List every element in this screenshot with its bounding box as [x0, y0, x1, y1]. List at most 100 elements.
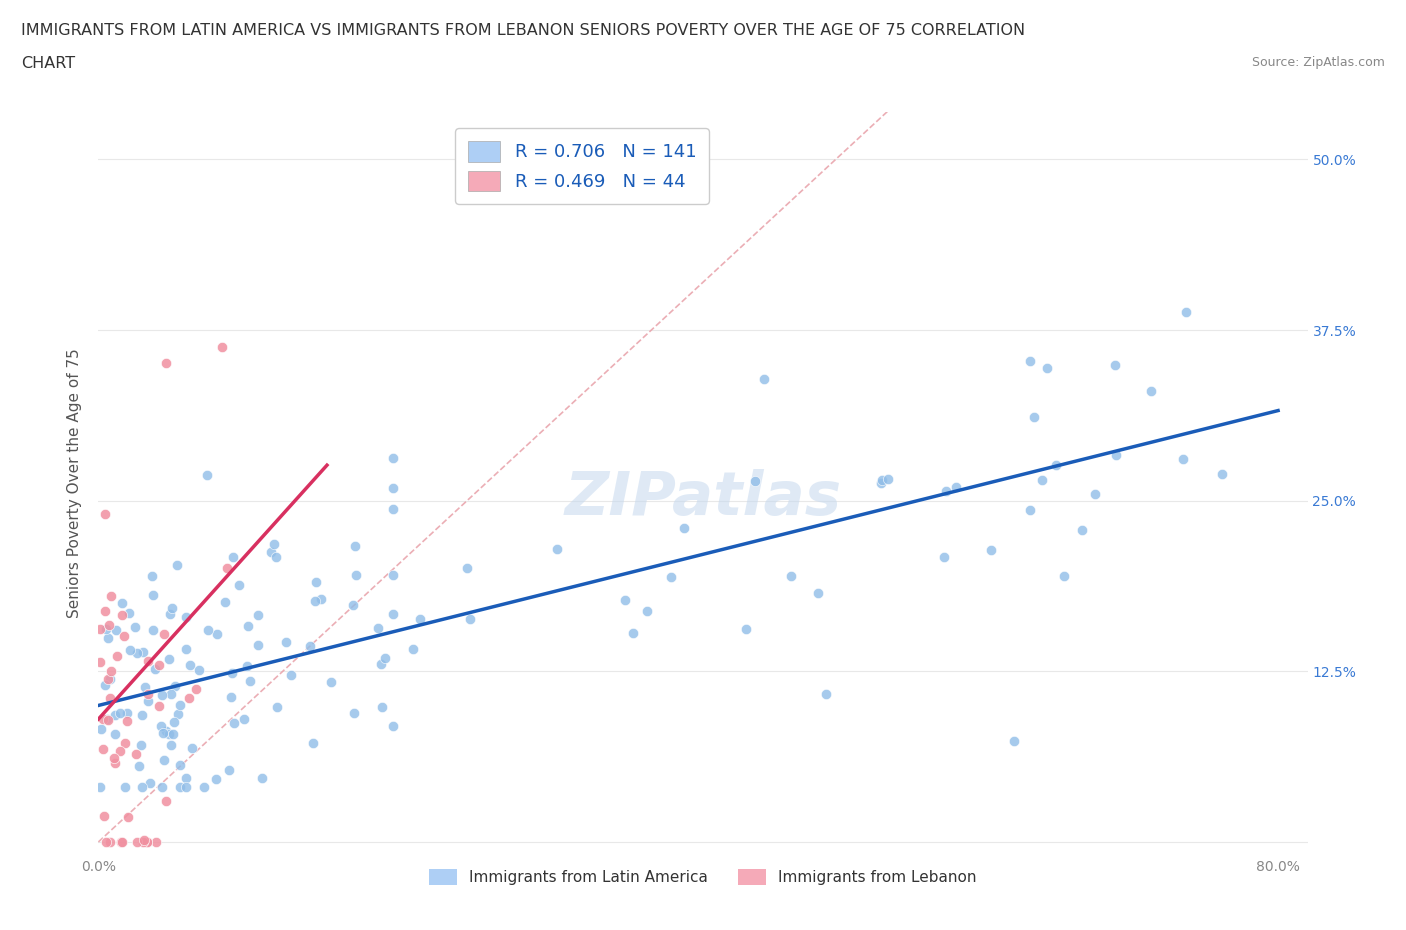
Point: [148, 698, 170, 713]
Point: [90, 722, 112, 737]
Point: [91, 711, 114, 726]
Point: [636, 604, 658, 618]
Point: [276, 634, 298, 649]
Point: [319, 675, 342, 690]
Point: [877, 472, 900, 486]
Point: [160, 687, 183, 702]
Point: [219, 689, 242, 704]
Point: [221, 666, 243, 681]
Point: [115, 713, 138, 728]
Point: [246, 607, 269, 622]
Point: [1211, 467, 1233, 482]
Point: [94, 603, 117, 618]
Point: [382, 606, 405, 621]
Point: [160, 601, 183, 616]
Point: [218, 763, 240, 777]
Point: [247, 638, 270, 653]
Point: [402, 641, 425, 656]
Point: [222, 716, 245, 731]
Point: [157, 652, 180, 667]
Point: [110, 744, 132, 759]
Point: [280, 668, 302, 683]
Point: [94, 834, 117, 849]
Point: [105, 648, 128, 663]
Point: [134, 832, 156, 847]
Point: [159, 606, 181, 621]
Point: [1018, 502, 1040, 517]
Point: [734, 622, 756, 637]
Point: [1174, 305, 1197, 320]
Point: [264, 550, 287, 565]
Point: [1036, 361, 1059, 376]
Point: [98, 691, 121, 706]
Text: CHART: CHART: [21, 56, 75, 71]
Point: [150, 719, 173, 734]
Point: [160, 737, 183, 752]
Point: [117, 810, 139, 825]
Point: [228, 578, 250, 592]
Point: [309, 591, 332, 606]
Point: [197, 622, 219, 637]
Point: [1022, 409, 1045, 424]
Point: [155, 355, 177, 370]
Point: [152, 725, 174, 740]
Point: [118, 642, 141, 657]
Point: [382, 567, 405, 582]
Point: [108, 706, 131, 721]
Point: [169, 698, 191, 712]
Legend: Immigrants from Latin America, Immigrants from Lebanon: Immigrants from Latin America, Immigrant…: [422, 861, 984, 893]
Point: [104, 726, 127, 741]
Point: [367, 620, 389, 635]
Point: [98, 671, 121, 686]
Point: [233, 711, 256, 726]
Point: [621, 626, 644, 641]
Point: [112, 628, 135, 643]
Point: [169, 757, 191, 772]
Point: [343, 706, 366, 721]
Point: [163, 714, 186, 729]
Point: [174, 771, 197, 786]
Point: [382, 502, 405, 517]
Point: [250, 771, 273, 786]
Point: [1140, 384, 1163, 399]
Point: [807, 586, 830, 601]
Point: [125, 747, 148, 762]
Point: [613, 593, 636, 608]
Point: [132, 645, 155, 660]
Point: [980, 542, 1002, 557]
Point: [1002, 734, 1025, 749]
Text: Source: ZipAtlas.com: Source: ZipAtlas.com: [1251, 56, 1385, 69]
Point: [97, 712, 120, 727]
Point: [177, 691, 200, 706]
Point: [128, 758, 150, 773]
Point: [870, 475, 893, 490]
Point: [142, 623, 165, 638]
Point: [343, 538, 366, 553]
Point: [221, 550, 243, 565]
Point: [456, 561, 478, 576]
Point: [1031, 472, 1053, 487]
Point: [155, 793, 177, 808]
Point: [111, 834, 134, 849]
Point: [162, 727, 184, 742]
Point: [382, 451, 405, 466]
Point: [111, 595, 134, 610]
Point: [157, 726, 180, 741]
Point: [94, 677, 117, 692]
Point: [945, 480, 967, 495]
Point: [174, 780, 197, 795]
Point: [93, 809, 115, 824]
Point: [89, 780, 111, 795]
Point: [1104, 357, 1126, 372]
Point: [238, 618, 260, 633]
Point: [266, 699, 288, 714]
Point: [752, 371, 775, 386]
Point: [143, 661, 166, 676]
Point: [97, 631, 120, 645]
Point: [97, 671, 120, 686]
Point: [134, 680, 156, 695]
Point: [136, 693, 159, 708]
Point: [673, 520, 696, 535]
Point: [780, 568, 803, 583]
Point: [1105, 448, 1128, 463]
